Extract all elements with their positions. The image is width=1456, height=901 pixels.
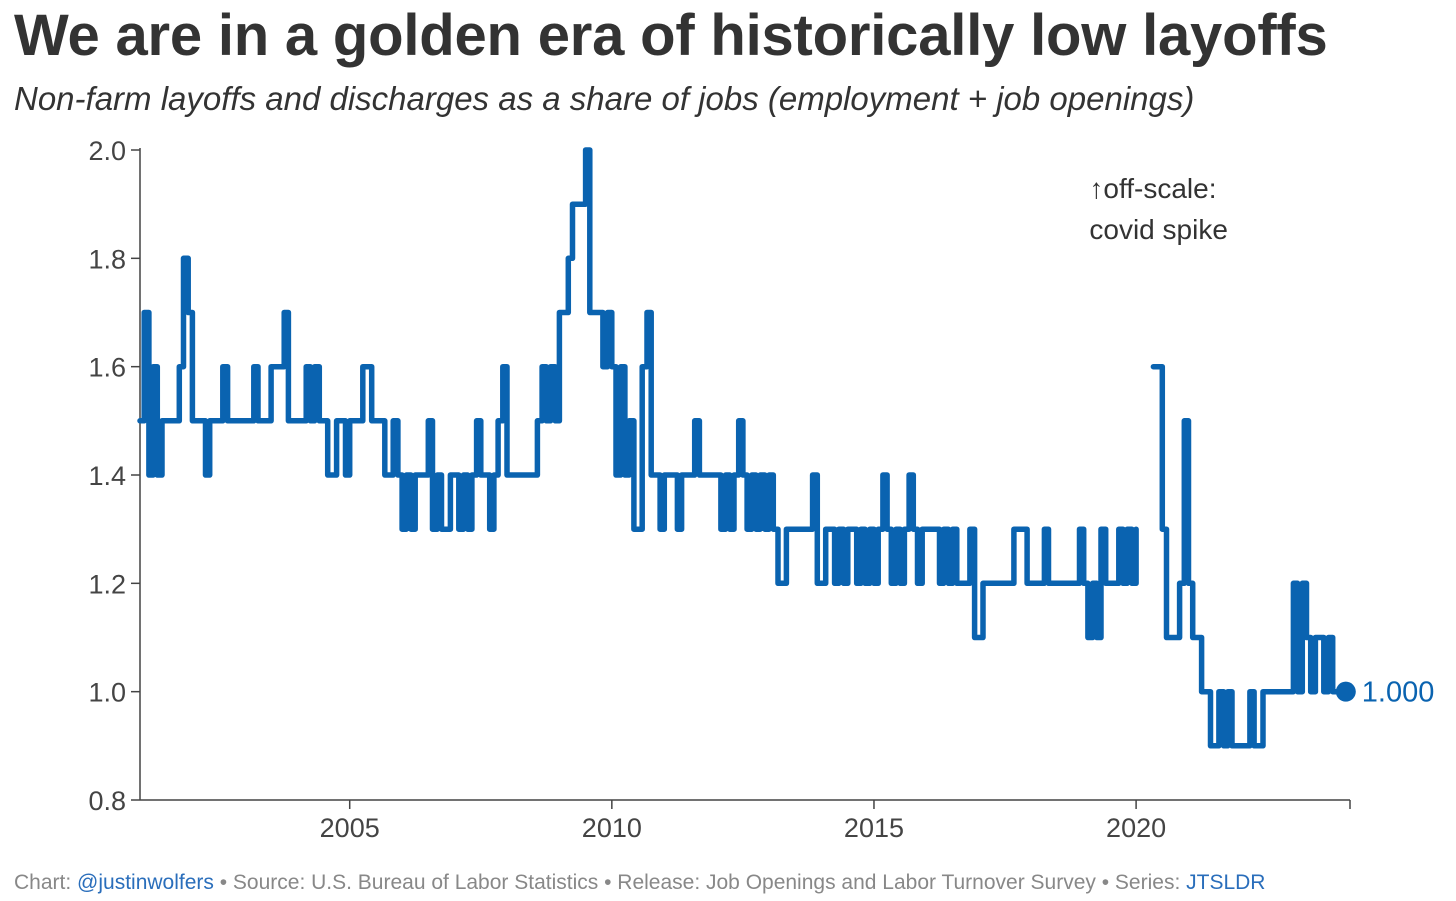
x-tick-label: 2010 — [582, 813, 642, 843]
end-value-label: 1.000 — [1362, 677, 1435, 709]
y-tick-label: 0.8 — [88, 786, 126, 816]
chart-title: We are in a golden era of historically l… — [14, 3, 1328, 68]
end-marker: 1.000 — [1335, 677, 1435, 709]
annotation: ↑off-scale: covid spike — [1089, 173, 1228, 245]
y-tick-label: 1.6 — [88, 353, 126, 383]
author-link[interactable]: @justinwolfers — [77, 871, 214, 894]
y-tick-label: 2.0 — [88, 136, 126, 166]
footer-prefix: Chart: — [14, 871, 78, 894]
y-tick-label: 1.4 — [88, 461, 126, 491]
annotation-line-1: ↑off-scale: — [1089, 173, 1216, 204]
x-tick-label: 2020 — [1106, 813, 1166, 843]
x-tick-label: 2005 — [320, 813, 380, 843]
y-tick-label: 1.8 — [88, 244, 126, 274]
footer-credits: Chart: @justinwolfers • Source: U.S. Bur… — [14, 871, 1265, 895]
x-tick-label: 2015 — [844, 813, 904, 843]
footer-source: • Source: U.S. Bureau of Labor Statistic… — [213, 871, 1187, 894]
end-point-marker — [1335, 681, 1356, 702]
series-line-segment — [137, 147, 1139, 641]
series-link[interactable]: JTSLDR — [1186, 871, 1266, 894]
series-line-segment — [1150, 363, 1349, 749]
axes: 0.8 1.0 1.2 1.4 1.6 1.8 2.0 2005 2010 2015 2020 — [88, 136, 1351, 843]
series-layer — [137, 147, 1349, 749]
y-tick-label: 1.2 — [88, 569, 126, 599]
annotation-line-2: covid spike — [1089, 214, 1228, 245]
chart-subtitle: Non-farm layoffs and discharges as a sha… — [14, 80, 1195, 117]
y-tick-label: 1.0 — [88, 678, 126, 708]
